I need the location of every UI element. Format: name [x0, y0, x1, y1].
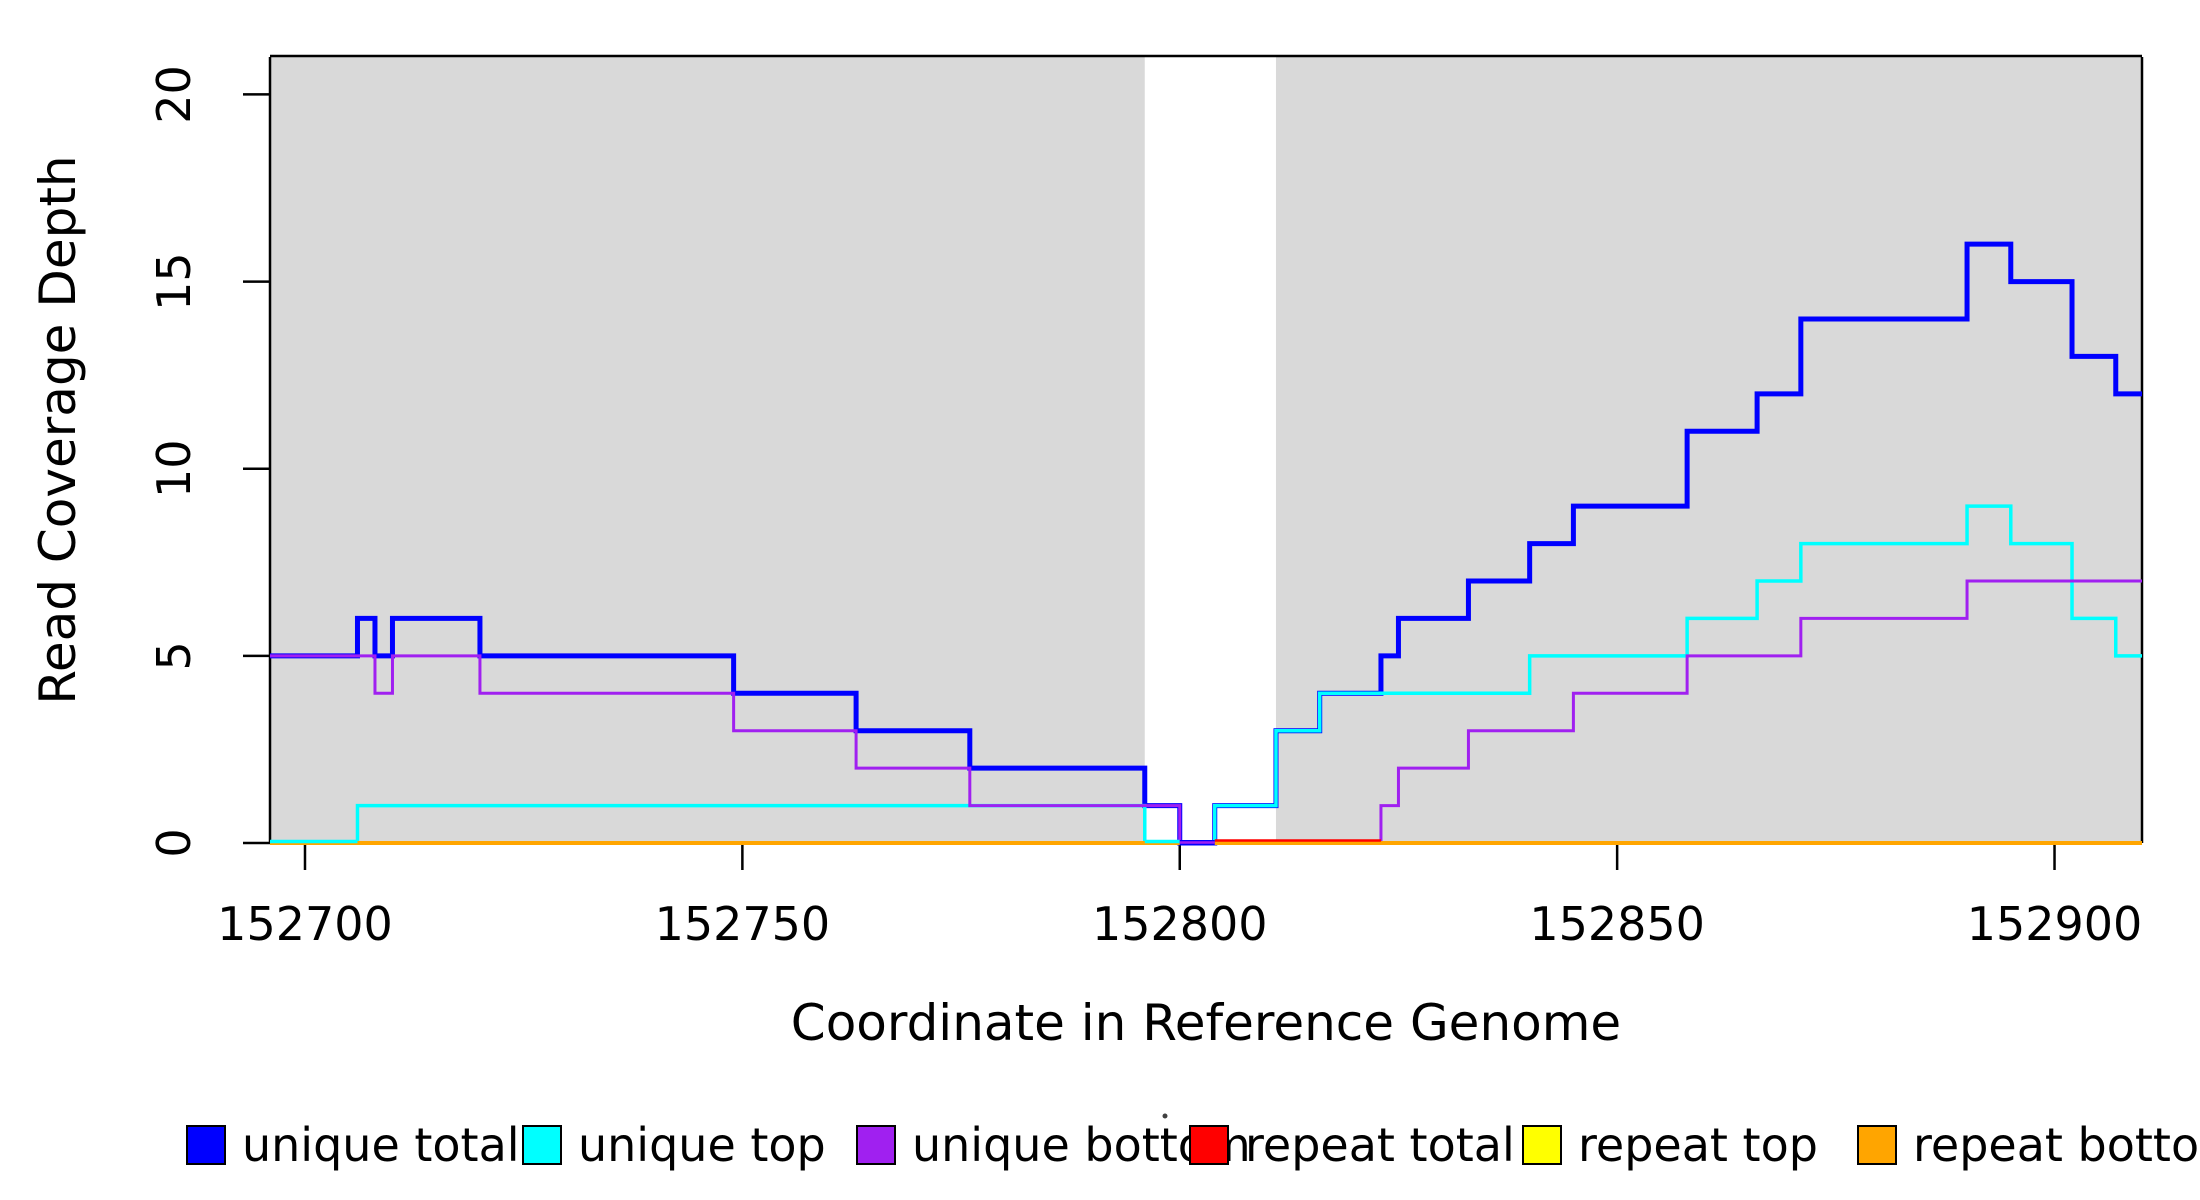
legend-label-repeat-bottom: repeat bottom [1913, 1118, 2200, 1172]
legend: unique total unique top unique bottomrepea… [186, 1118, 2200, 1172]
y-axis-title: Read Coverage Depth [29, 155, 87, 704]
legend-swatch-repeat-bottom [1857, 1125, 1897, 1165]
x-tick-label: 152850 [1529, 897, 1705, 951]
legend-swatch-repeat-total [1189, 1125, 1229, 1165]
legend-swatch-repeat-top [1522, 1125, 1562, 1165]
plot-area: 152700 152750 152800 152850 152900 0 5 10 15 20 un… [147, 54, 2200, 1172]
x-axis-title: Coordinate in Reference Genome [791, 994, 1621, 1052]
x-tick-label: 152700 [217, 897, 393, 951]
legend-label-repeat-top: repeat top [1578, 1118, 1818, 1172]
x-tick-label: 152900 [1967, 897, 2143, 951]
stray-dot [1162, 1113, 1168, 1119]
y-tick-label: 5 [147, 641, 201, 670]
shaded-region [270, 57, 1145, 843]
y-tick-label: 0 [147, 828, 201, 857]
legend-label-repeat-total: repeat total [1245, 1118, 1515, 1172]
x-tick-label: 152750 [655, 897, 831, 951]
legend-swatch-unique-total [186, 1125, 226, 1165]
y-tick-label: 20 [147, 65, 201, 124]
x-tick-label: 152800 [1092, 897, 1268, 951]
legend-label-unique-total: unique total [242, 1118, 520, 1172]
y-tick-label: 15 [147, 252, 201, 311]
legend-swatch-unique-top [522, 1125, 562, 1165]
legend-swatch-unique-bottom [856, 1125, 896, 1165]
shaded-region [1275, 57, 2142, 843]
legend-label-unique-top: unique top [578, 1118, 826, 1172]
y-tick-label: 10 [147, 439, 201, 498]
